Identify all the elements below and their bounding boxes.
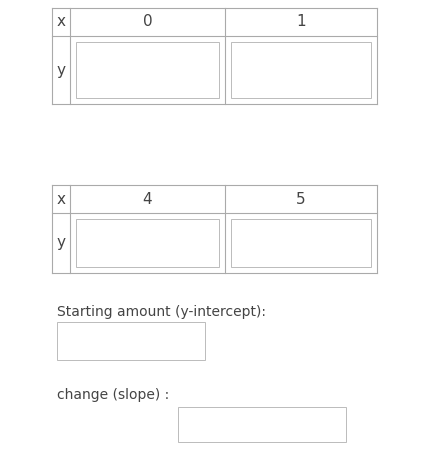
Text: change (slope) :: change (slope) :: [57, 388, 169, 402]
Text: x: x: [57, 192, 65, 207]
FancyBboxPatch shape: [76, 42, 219, 98]
FancyBboxPatch shape: [231, 42, 371, 98]
Text: Starting amount (y-intercept):: Starting amount (y-intercept):: [57, 305, 266, 319]
FancyBboxPatch shape: [76, 219, 219, 267]
Text: x: x: [57, 14, 65, 29]
FancyBboxPatch shape: [178, 407, 346, 442]
Text: 5: 5: [296, 192, 306, 207]
Text: y: y: [57, 235, 65, 250]
Text: 4: 4: [143, 192, 152, 207]
FancyBboxPatch shape: [231, 219, 371, 267]
Text: 0: 0: [143, 14, 152, 29]
Text: y: y: [57, 63, 65, 78]
FancyBboxPatch shape: [57, 322, 205, 360]
Text: 1: 1: [296, 14, 306, 29]
